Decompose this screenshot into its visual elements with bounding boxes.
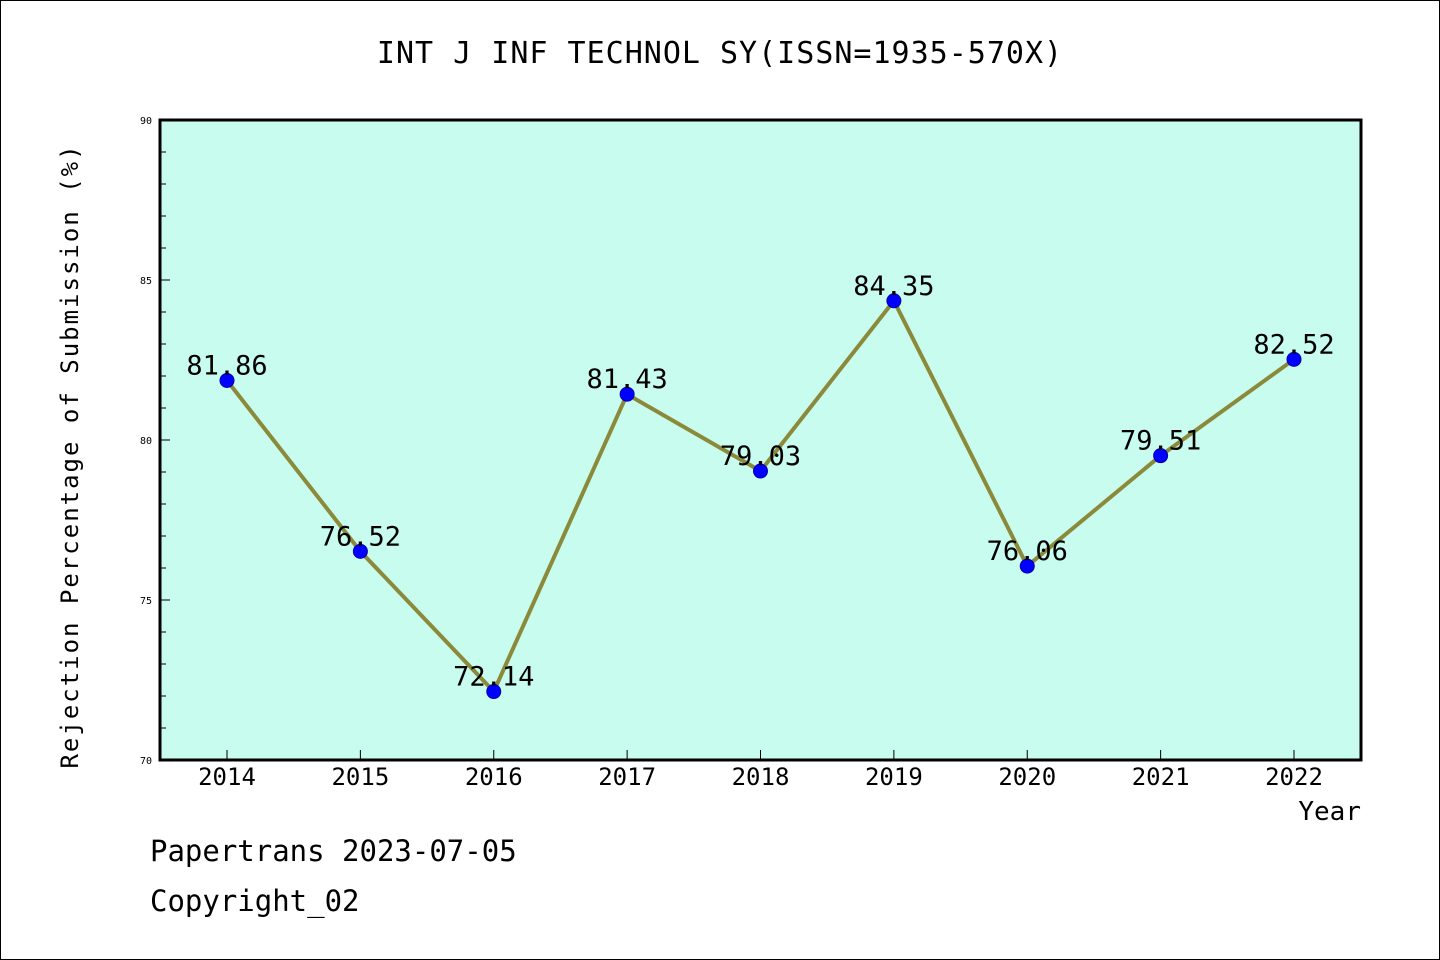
footer-date: Papertrans 2023-07-05 xyxy=(150,834,517,868)
chart-title: INT J INF TECHNOL SY(ISSN=1935-570X) xyxy=(376,36,1064,71)
data-label: 76.06 xyxy=(987,536,1068,567)
data-label: 81.86 xyxy=(186,350,267,381)
y-tick-label: 75 xyxy=(140,596,152,607)
y-tick-label: 80 xyxy=(140,436,152,447)
data-point xyxy=(1019,558,1035,574)
data-point xyxy=(486,684,502,700)
x-tick-label: 2022 xyxy=(1265,763,1323,791)
footer-copyright: Copyright_02 xyxy=(150,884,360,918)
data-point xyxy=(1153,448,1169,464)
x-tick-label: 2016 xyxy=(465,763,523,791)
data-point xyxy=(619,386,635,402)
x-tick-label: 2020 xyxy=(998,763,1056,791)
x-tick-label: 2019 xyxy=(865,763,923,791)
data-point xyxy=(219,372,235,388)
data-label: 84.35 xyxy=(853,271,934,302)
x-tick-label: 2014 xyxy=(198,763,256,791)
x-tick-label: 2015 xyxy=(331,763,389,791)
y-tick-label: 90 xyxy=(140,116,152,127)
plot-area xyxy=(160,120,1361,760)
data-label: 72.14 xyxy=(453,662,534,693)
data-label: 76.52 xyxy=(320,521,401,552)
y-tick-label: 85 xyxy=(140,276,152,287)
x-tick-label: 2018 xyxy=(732,763,790,791)
x-tick-label: 2017 xyxy=(598,763,656,791)
y-tick-label: 70 xyxy=(140,756,152,767)
y-axis-label: Rejection Percentage of Submission (%) xyxy=(56,143,84,768)
data-label: 79.51 xyxy=(1120,426,1201,457)
x-axis-label: Year xyxy=(1298,797,1361,827)
data-label: 82.52 xyxy=(1253,329,1334,360)
data-point xyxy=(753,463,768,479)
data-label: 81.43 xyxy=(586,364,667,395)
data-point xyxy=(1286,351,1302,367)
x-tick-label: 2021 xyxy=(1132,763,1190,791)
plot-border xyxy=(158,118,1363,762)
data-label: 79.03 xyxy=(720,441,801,472)
data-point xyxy=(352,543,368,559)
data-point xyxy=(886,293,902,309)
